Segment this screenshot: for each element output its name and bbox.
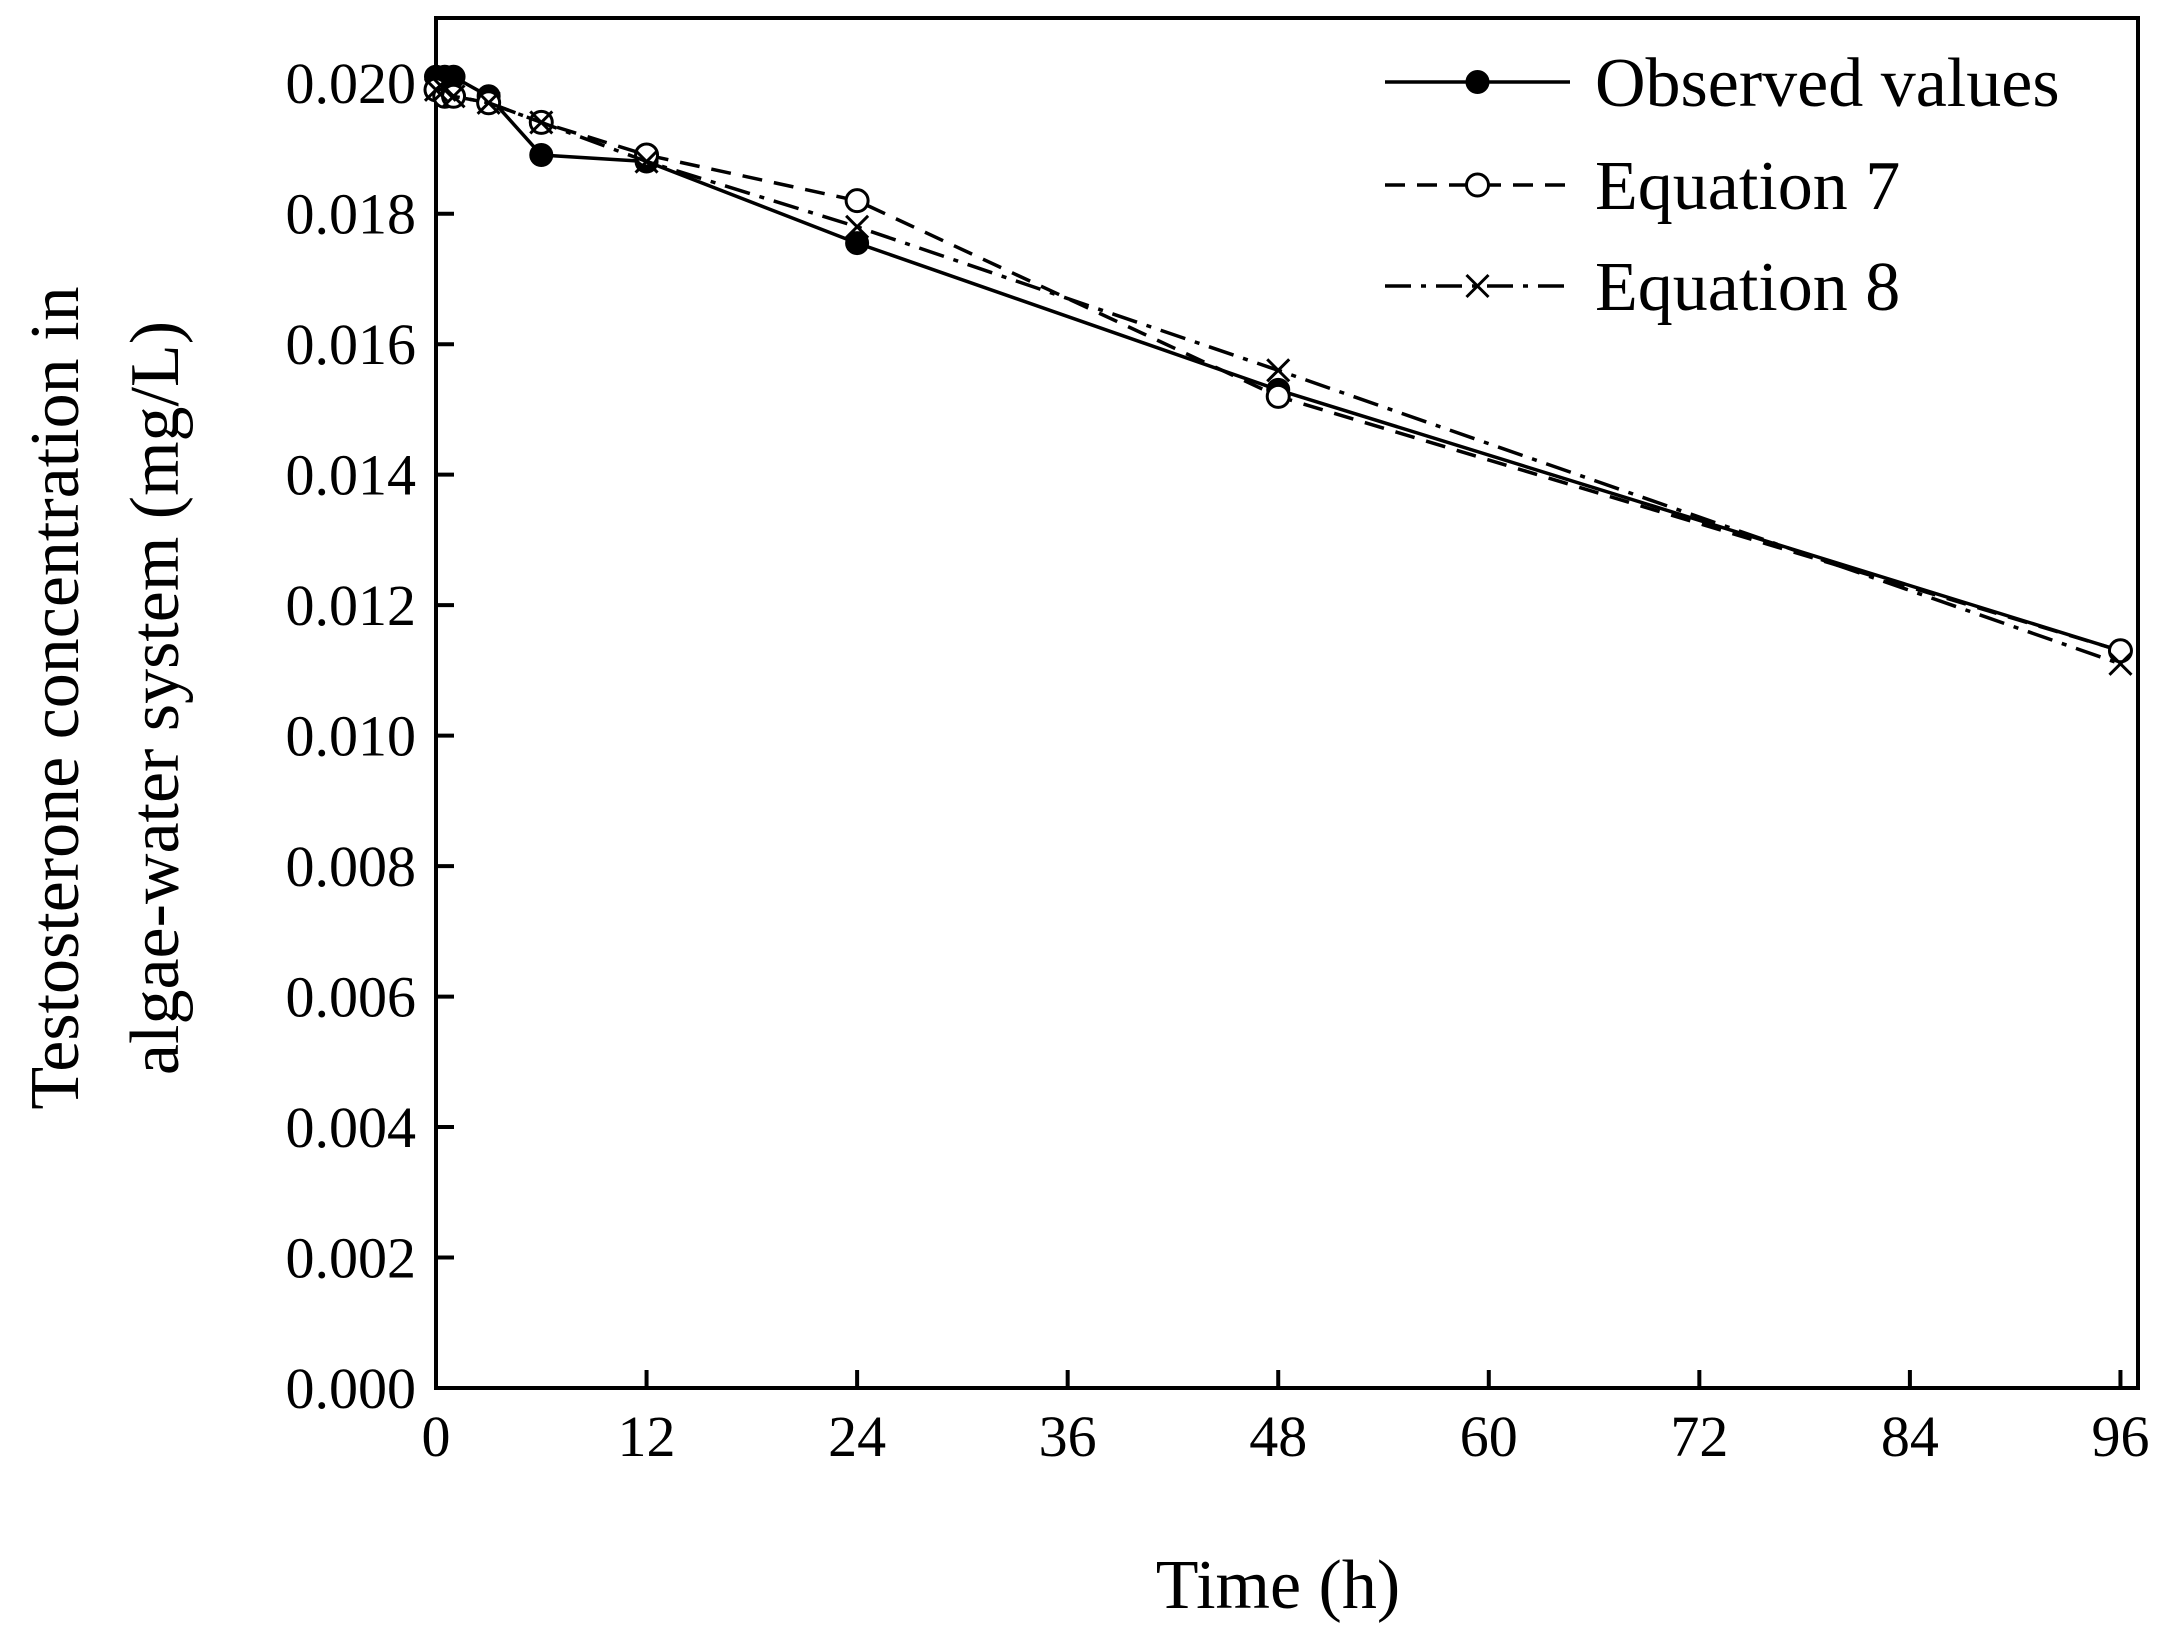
plot-border (434, 16, 2140, 1390)
data-point (2108, 651, 2133, 676)
legend-label: Equation 8 (1595, 249, 1900, 326)
data-point-stroke (432, 77, 457, 102)
data-point-stroke (1465, 273, 1490, 299)
x-tick-label: 72 (1670, 1404, 1728, 1469)
data-point (2107, 638, 2133, 664)
y-tick-label: 0.006 (286, 965, 417, 1030)
series-layer (423, 64, 2133, 676)
data-point (845, 214, 870, 239)
y-tick-label: 0.020 (286, 51, 417, 116)
data-point-stroke (476, 90, 501, 115)
data-point (844, 188, 870, 214)
data-point-stroke (441, 84, 466, 109)
legend-item: Equation 8 (1385, 249, 1900, 326)
y-tick-label: 0.002 (286, 1226, 417, 1291)
x-tick-label: 0 (422, 1404, 451, 1469)
y-axis: 0.000 0.002 0.004 0.006 0.008 0.010 0.012 0.014… (286, 51, 454, 1421)
data-point (423, 77, 449, 102)
data-point (441, 84, 466, 109)
legend-label: Observed values (1595, 45, 2060, 122)
data-point (529, 110, 554, 135)
data-point (1266, 358, 1291, 383)
data-point-stroke (529, 110, 554, 135)
data-point (634, 149, 659, 174)
data-point-stroke (845, 214, 870, 239)
x-tick-label: 48 (1249, 1404, 1307, 1469)
y-tick-label: 0.008 (286, 834, 417, 899)
data-point (476, 90, 501, 115)
legend: Observed values Equation 7 Equation 8 (1385, 45, 2060, 326)
data-point (1265, 383, 1291, 409)
y-tick-label: 0.014 (286, 443, 417, 508)
x-axis-label: Time (h) (1156, 1547, 1400, 1624)
y-tick-label: 0.010 (286, 704, 417, 769)
y-tick-label: 0.018 (286, 182, 417, 247)
x-axis: 0 12 24 36 48 60 72 84 96 (422, 1370, 2149, 1469)
data-point-stroke (423, 77, 449, 102)
data-point (1465, 172, 1490, 198)
data-point (845, 231, 870, 256)
data-point-stroke (1266, 358, 1291, 383)
y-axis-label-line-1: Testosterone concentration in (17, 286, 94, 1109)
y-tick-label: 0.012 (286, 573, 417, 638)
data-point (1465, 70, 1490, 94)
legend-item: Observed values (1385, 45, 2060, 122)
x-tick-label: 36 (1039, 1404, 1097, 1469)
x-tick-label: 60 (1460, 1404, 1518, 1469)
data-point (1465, 273, 1490, 299)
legend-item: Equation 7 (1385, 148, 1900, 225)
x-tick-label: 24 (828, 1404, 886, 1469)
data-point (529, 143, 554, 167)
y-axis-label-line-2: algae-water system (mg/L) (117, 321, 194, 1075)
y-tick-label: 0.016 (286, 312, 417, 377)
legend-label: Equation 7 (1595, 148, 1900, 225)
y-tick-label: 0.004 (286, 1095, 417, 1160)
x-tick-label: 84 (1881, 1404, 1939, 1469)
data-point-stroke (2108, 651, 2133, 676)
y-tick-label: 0.000 (286, 1356, 417, 1421)
plot-frame (434, 16, 2140, 1390)
data-point-stroke (634, 149, 659, 174)
x-tick-label: 12 (618, 1404, 676, 1469)
x-tick-label: 96 (2091, 1404, 2149, 1469)
series-equation-8 (423, 77, 2133, 676)
